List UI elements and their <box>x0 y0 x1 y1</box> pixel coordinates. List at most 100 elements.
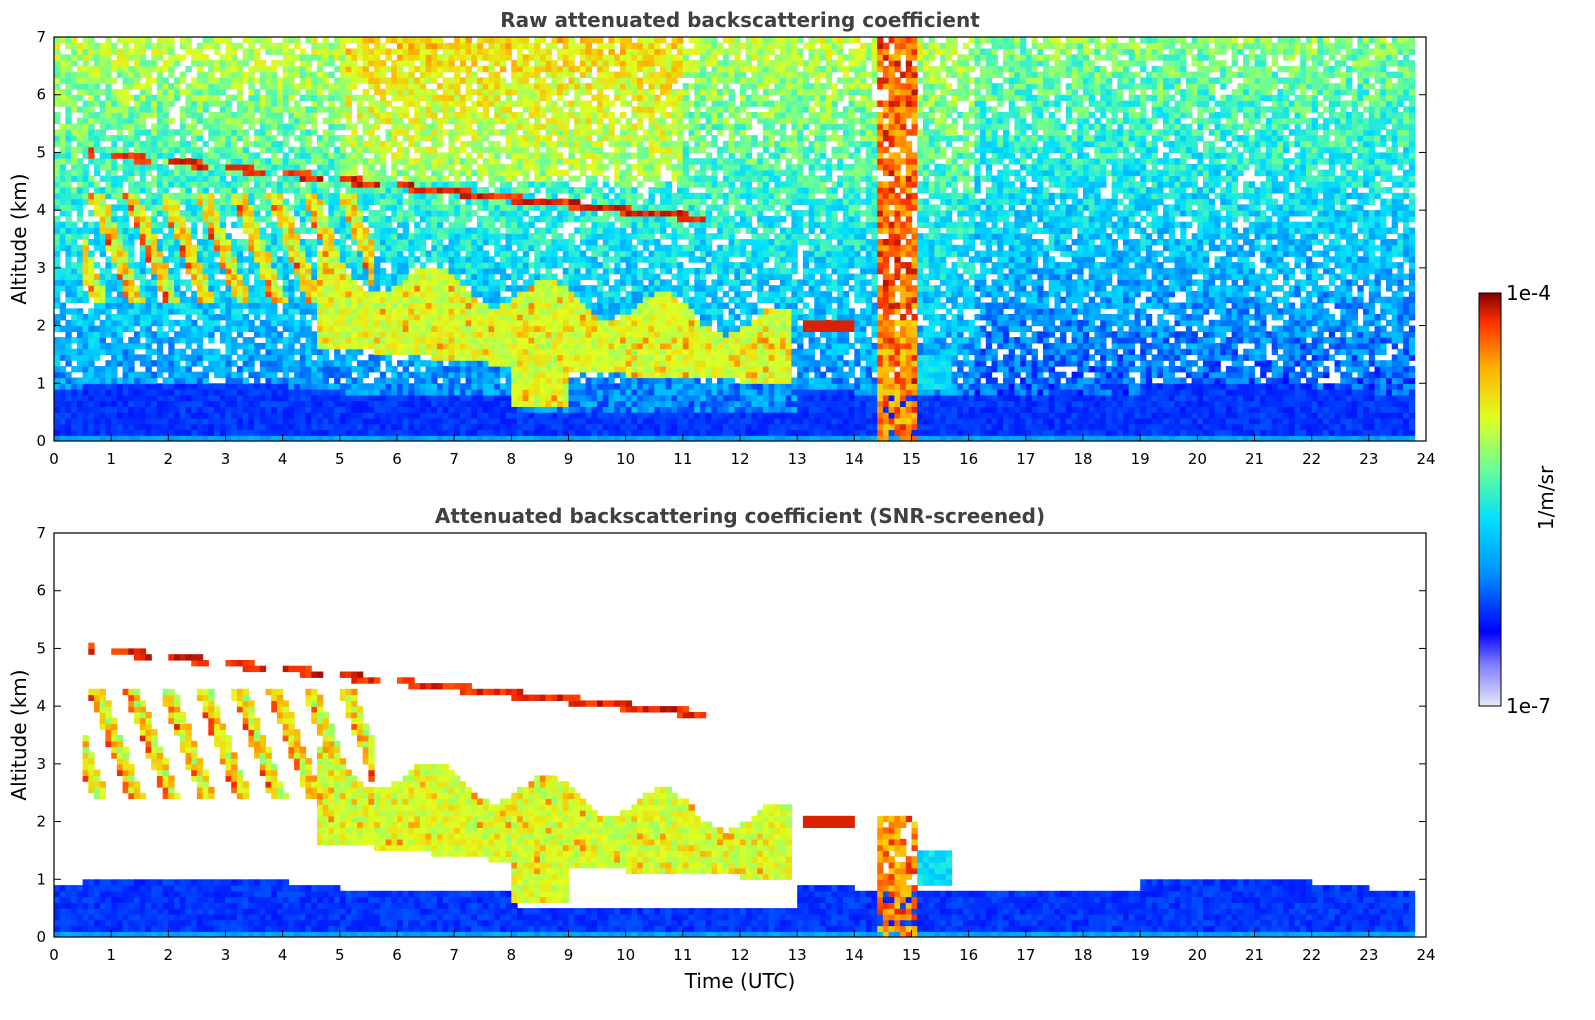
heatmap-cell <box>317 371 324 379</box>
heatmap-cell <box>59 342 66 350</box>
heatmap-cell <box>477 77 484 84</box>
heatmap-cell <box>322 181 329 188</box>
heatmap-cell <box>288 342 295 350</box>
heatmap-cell <box>419 37 427 44</box>
heatmap-cell <box>105 112 112 119</box>
heatmap-cell <box>59 267 66 275</box>
heatmap-cell <box>299 158 307 165</box>
heatmap-cell <box>391 94 398 102</box>
heatmap-cell <box>397 290 404 298</box>
heatmap-cell <box>71 175 78 182</box>
heatmap-cell <box>385 435 392 441</box>
heatmap-cell <box>334 319 341 327</box>
heatmap-cell <box>99 88 106 96</box>
heatmap-cell <box>477 417 484 425</box>
heatmap-cell <box>402 267 409 275</box>
heatmap-cell <box>419 331 427 338</box>
heatmap-cell <box>88 308 95 315</box>
heatmap-cell <box>357 106 364 113</box>
heatmap-cell <box>139 54 147 61</box>
heatmap-cell <box>214 354 221 361</box>
heatmap-cell <box>122 60 129 67</box>
heatmap-cell <box>488 77 495 84</box>
heatmap-cell <box>208 302 215 309</box>
heatmap-cell <box>225 48 232 55</box>
heatmap-cell <box>174 227 181 234</box>
heatmap-cell <box>368 129 375 136</box>
heatmap-cell <box>448 244 455 252</box>
heatmap-cell <box>465 192 472 200</box>
heatmap-cell <box>322 83 329 90</box>
heatmap-cell <box>494 412 501 419</box>
heatmap-cell <box>505 192 512 200</box>
heatmap-cell <box>259 106 267 113</box>
heatmap-cell <box>357 417 364 425</box>
heatmap-cell <box>248 175 255 182</box>
heatmap-cell <box>454 169 461 177</box>
heatmap-cell <box>162 302 169 309</box>
heatmap-cell <box>225 319 232 327</box>
heatmap-cell <box>156 429 164 436</box>
heatmap-cell <box>139 112 147 119</box>
heatmap-cell <box>414 244 421 252</box>
heatmap-cell <box>419 360 427 367</box>
heatmap-cell <box>54 412 61 419</box>
heatmap-cell <box>191 429 198 436</box>
heatmap-cell <box>145 187 152 194</box>
heatmap-cell <box>111 88 118 96</box>
heatmap-cell <box>191 360 198 367</box>
heatmap-cell <box>454 389 461 396</box>
heatmap-cell <box>305 371 312 379</box>
heatmap-cell <box>425 37 432 44</box>
heatmap-cell <box>299 256 307 263</box>
heatmap-cell <box>471 400 478 407</box>
heatmap-cell <box>111 112 118 119</box>
heatmap-cell <box>419 187 427 194</box>
heatmap-cell <box>362 417 369 425</box>
heatmap-cell <box>191 129 198 136</box>
heatmap-cell <box>511 331 518 338</box>
heatmap-cell <box>94 400 101 407</box>
heatmap-cell <box>465 94 472 102</box>
heatmap-cell <box>339 417 347 425</box>
heatmap-cell <box>374 285 381 292</box>
heatmap-cell <box>282 308 289 315</box>
heatmap-cell <box>454 348 461 356</box>
heatmap-cell <box>379 221 387 229</box>
heatmap-cell <box>414 187 421 194</box>
heatmap-cell <box>339 54 347 61</box>
heatmap-cell <box>374 60 381 67</box>
heatmap-cell <box>196 187 204 194</box>
heatmap-cell <box>259 204 267 211</box>
heatmap-cell <box>345 308 352 315</box>
heatmap-cell <box>448 198 455 205</box>
heatmap-cell <box>76 54 84 61</box>
heatmap-cell <box>111 250 118 257</box>
heatmap-cell <box>248 37 255 44</box>
heatmap-cell <box>419 210 427 217</box>
heatmap-cell <box>288 37 295 44</box>
heatmap-cell <box>431 158 438 165</box>
heatmap-cell <box>196 94 204 102</box>
heatmap-cell <box>282 77 289 84</box>
heatmap-cell <box>265 296 272 304</box>
heatmap-cell <box>65 377 72 384</box>
heatmap-cell <box>59 279 66 286</box>
heatmap-cell <box>299 77 307 84</box>
heatmap-cell <box>179 239 187 246</box>
heatmap-cell <box>242 210 249 217</box>
heatmap-cell <box>208 290 215 298</box>
heatmap-cell <box>402 135 409 142</box>
heatmap-cell <box>219 106 227 113</box>
heatmap-cell <box>202 262 209 269</box>
heatmap-cell <box>236 221 244 229</box>
heatmap-cell <box>454 187 461 194</box>
heatmap-cell <box>448 383 455 390</box>
heatmap-cell <box>156 371 164 379</box>
heatmap-cell <box>156 94 164 102</box>
heatmap-cell <box>82 371 89 379</box>
heatmap-cell <box>431 417 438 425</box>
heatmap-cell <box>202 290 209 298</box>
heatmap-cell <box>368 285 375 292</box>
heatmap-cell <box>248 100 255 107</box>
